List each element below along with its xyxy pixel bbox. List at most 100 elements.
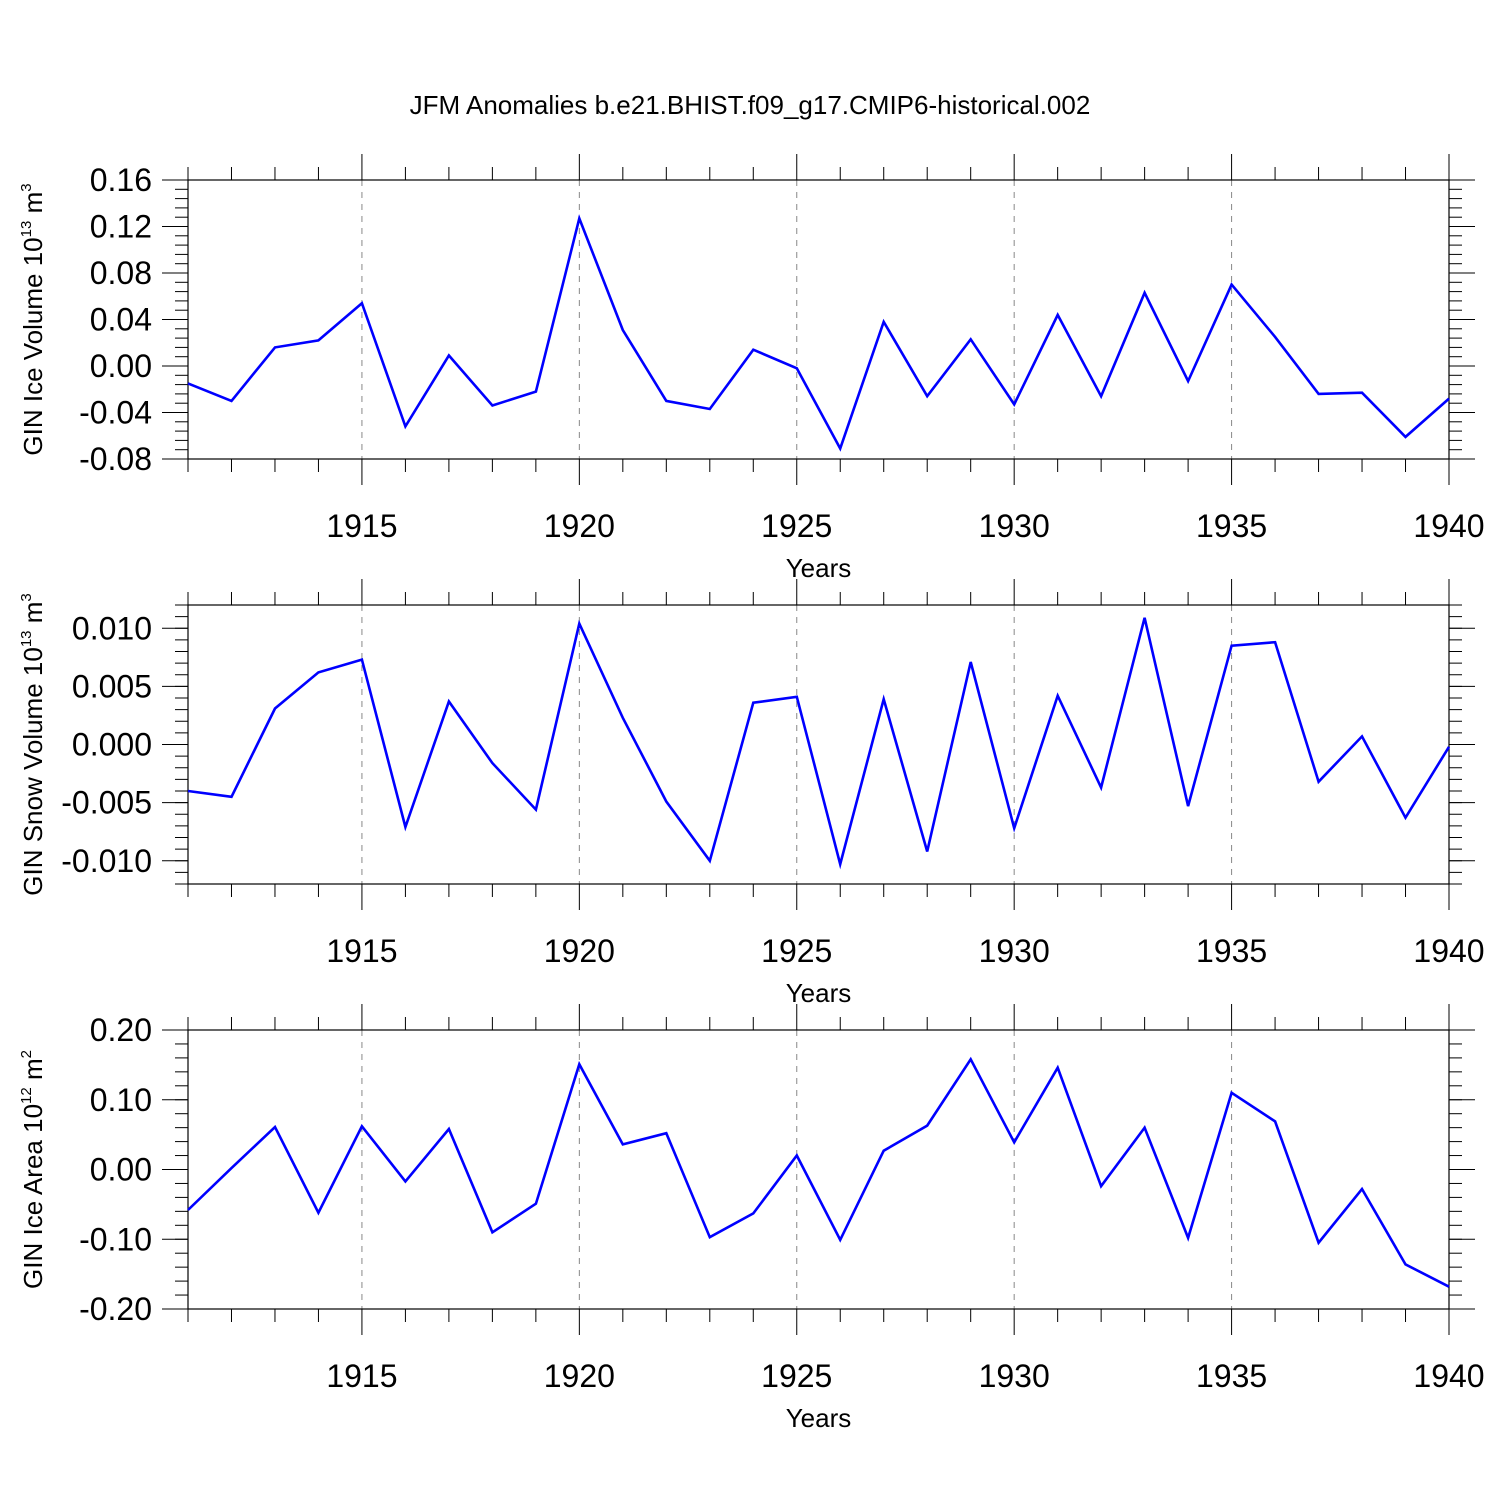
data-point (621, 1142, 625, 1146)
data-point (534, 390, 538, 394)
x-tick-label: 1940 (1413, 508, 1484, 544)
plot-frame (187, 1029, 1450, 1310)
data-point (447, 699, 451, 703)
data-point (1317, 780, 1321, 784)
data-point (925, 849, 929, 853)
y-tick-label: 0.005 (72, 668, 152, 704)
data-point (360, 301, 364, 305)
data-point (1099, 786, 1103, 790)
panel-1: -0.08 -0.04 0.00 0.04 0.08 0.12 0.16 1915 1920 19… (18, 154, 1485, 583)
y-axis-label-exp: 12 (18, 1087, 35, 1104)
data-point (1012, 1140, 1016, 1144)
data-point (795, 1154, 799, 1158)
y-tick-label: 0.20 (90, 1012, 152, 1048)
data-point (577, 622, 581, 626)
data-point (1186, 804, 1190, 808)
x-tick-label: 1930 (979, 1358, 1050, 1394)
y-axis-label-main: GIN Ice Volume 10 (18, 237, 48, 455)
data-point (1186, 1236, 1190, 1240)
data-point (186, 1208, 190, 1212)
data-point (1230, 644, 1234, 648)
data-point (186, 789, 190, 793)
data-point (882, 320, 886, 324)
data-point (1360, 734, 1364, 738)
data-point (273, 345, 277, 349)
data-point (1273, 640, 1277, 644)
data-point (664, 799, 668, 803)
data-point (1012, 826, 1016, 830)
data-point (316, 670, 320, 674)
y-tick-label: 0.12 (90, 209, 152, 245)
data-point (316, 1211, 320, 1215)
x-tick-label: 1925 (761, 1358, 832, 1394)
data-point (273, 1125, 277, 1129)
data-point (534, 808, 538, 812)
x-tick-label: 1915 (326, 933, 397, 969)
data-point (708, 407, 712, 411)
y-axis-label-unit-exp: 3 (18, 593, 35, 601)
data-point (1056, 313, 1060, 317)
data-point (403, 424, 407, 428)
x-tick-label: 1920 (544, 933, 615, 969)
y-axis-label-unit: m (18, 602, 48, 631)
y-tick-label: 0.010 (72, 610, 152, 646)
data-point (751, 701, 755, 705)
data-point (229, 1166, 233, 1170)
data-point (1404, 816, 1408, 820)
data-point (925, 1124, 929, 1128)
data-point (577, 216, 581, 220)
data-point (403, 1179, 407, 1183)
y-tick-label: 0.08 (90, 255, 152, 291)
data-point (1404, 435, 1408, 439)
data-point (1143, 1126, 1147, 1130)
data-point (838, 1238, 842, 1242)
data-point (273, 706, 277, 710)
x-tick-label: 1925 (761, 508, 832, 544)
data-point (1143, 291, 1147, 295)
data-point (229, 795, 233, 799)
plot-frame (187, 604, 1450, 885)
data-point (1317, 1241, 1321, 1245)
data-point (1230, 283, 1234, 287)
data-point (1404, 1262, 1408, 1266)
data-point (621, 328, 625, 332)
y-axis-label-exp: 13 (18, 221, 35, 238)
data-point (577, 1062, 581, 1066)
y-axis-label-unit: m (18, 192, 48, 221)
x-tick-label: 1915 (326, 1358, 397, 1394)
data-point (1447, 745, 1451, 749)
data-point (1360, 391, 1364, 395)
data-point (1447, 1285, 1451, 1289)
x-tick-label: 1930 (979, 933, 1050, 969)
y-axis-label-unit: m (18, 1058, 48, 1087)
panel-2: -0.010 -0.005 0.000 0.005 0.010 1915 1920 1925 1… (18, 579, 1485, 1008)
y-tick-label: -0.04 (79, 395, 152, 431)
y-tick-label: -0.10 (79, 1221, 152, 1257)
y-tick-label: -0.20 (79, 1291, 152, 1327)
x-tick-label: 1915 (326, 508, 397, 544)
data-point (882, 1149, 886, 1153)
data-point (621, 716, 625, 720)
data-point (1273, 335, 1277, 339)
data-point (1056, 694, 1060, 698)
data-point (1099, 1184, 1103, 1188)
x-tick-label: 1940 (1413, 933, 1484, 969)
y-tick-label: 0.00 (90, 1152, 152, 1188)
x-axis-label: Years (786, 1403, 852, 1433)
y-tick-label: 0.10 (90, 1082, 152, 1118)
y-axis-label: GIN Ice Area 1012 m2 (18, 1050, 48, 1289)
data-point (925, 394, 929, 398)
data-point (708, 859, 712, 863)
data-point (1186, 379, 1190, 383)
data-point (664, 1131, 668, 1135)
y-tick-label: 0.00 (90, 348, 152, 384)
y-tick-label: -0.005 (61, 785, 152, 821)
x-axis-label: Years (786, 978, 852, 1008)
data-point (360, 658, 364, 662)
data-point (490, 404, 494, 408)
data-point (360, 1124, 364, 1128)
data-point (490, 761, 494, 765)
data-point (490, 1230, 494, 1234)
y-axis-label-main: GIN Ice Area 10 (18, 1104, 48, 1289)
